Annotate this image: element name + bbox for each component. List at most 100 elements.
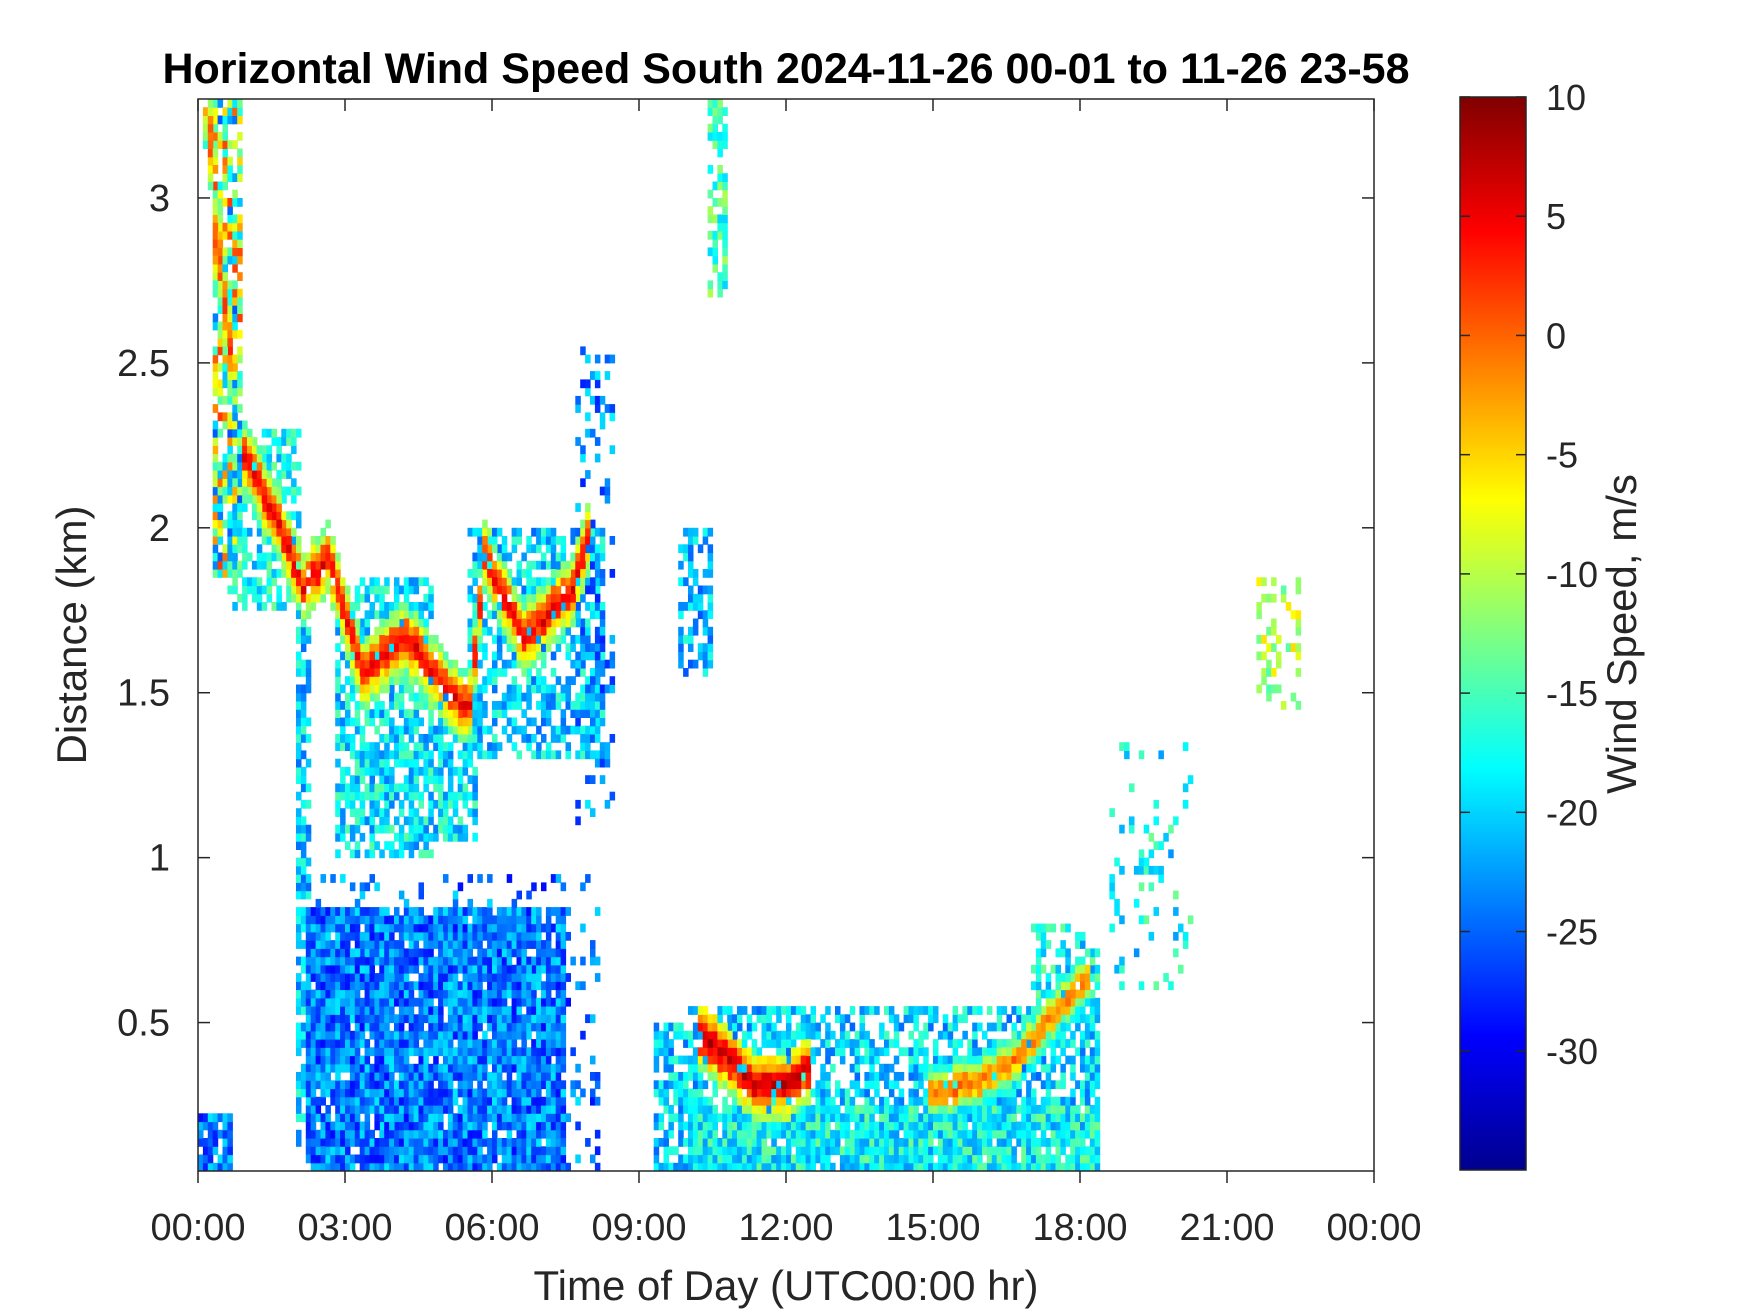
heatmap-cell: [330, 1030, 336, 1040]
heatmap-cell: [580, 643, 586, 652]
heatmap-cell: [472, 931, 478, 941]
heatmap-cell: [300, 915, 307, 925]
heatmap-cell: [1075, 1080, 1081, 1090]
heatmap-cell: [232, 255, 238, 265]
heatmap-cell: [217, 140, 224, 149]
heatmap-cell: [545, 997, 552, 1007]
heatmap-cell: [560, 997, 567, 1007]
heatmap-cell: [276, 511, 282, 521]
heatmap-cell: [413, 964, 420, 974]
heatmap-cell: [349, 1030, 356, 1040]
heatmap-cell: [531, 734, 537, 743]
heatmap-cell: [991, 1088, 998, 1098]
heatmap-cell: [609, 354, 616, 364]
heatmap-cell: [487, 1138, 493, 1147]
heatmap-cell: [477, 973, 483, 982]
heatmap-cell: [575, 577, 581, 587]
heatmap-cell: [585, 874, 591, 883]
heatmap-cell: [594, 569, 601, 578]
heatmap-cell: [335, 676, 341, 685]
heatmap-cell: [398, 948, 405, 958]
heatmap-cell: [903, 1154, 910, 1164]
heatmap-cell: [320, 981, 326, 991]
heatmap-cell: [423, 948, 429, 958]
heatmap-cell: [472, 626, 478, 636]
heatmap-cell: [516, 940, 522, 949]
heatmap-cell: [384, 989, 390, 999]
heatmap-cell: [408, 948, 415, 958]
heatmap-cell: [340, 816, 346, 826]
heatmap-cell: [1119, 742, 1125, 751]
heatmap-cell: [1021, 1105, 1027, 1114]
heatmap-cell: [389, 783, 395, 793]
heatmap-cell: [227, 379, 233, 389]
heatmap-cell: [599, 651, 606, 661]
heatmap-cell: [521, 923, 527, 933]
heatmap-cell: [232, 247, 238, 257]
heatmap-cell: [330, 1047, 336, 1057]
heatmap-cell: [349, 849, 356, 859]
heatmap-cell: [1006, 1138, 1012, 1147]
heatmap-cell: [545, 931, 552, 941]
heatmap-cell: [482, 569, 488, 578]
heatmap-cell: [340, 1047, 346, 1057]
heatmap-cell: [996, 1088, 1003, 1098]
heatmap-cell: [560, 973, 567, 982]
heatmap-cell: [521, 1121, 527, 1131]
heatmap-cell: [545, 1072, 552, 1081]
heatmap-cell: [423, 734, 429, 743]
heatmap-cell: [575, 1121, 581, 1131]
heatmap-cell: [379, 766, 385, 776]
heatmap-cell: [305, 1146, 312, 1156]
heatmap-cell: [305, 931, 312, 941]
heatmap-cell: [408, 1138, 415, 1147]
heatmap-cell: [418, 1022, 424, 1032]
heatmap-cell: [251, 511, 258, 521]
heatmap-cell: [354, 1113, 361, 1123]
heatmap-cell: [374, 577, 380, 587]
heatmap-cell: [942, 1055, 949, 1065]
heatmap-cell: [325, 923, 331, 933]
heatmap-cell: [541, 659, 547, 669]
heatmap-cell: [247, 552, 253, 562]
heatmap-cell: [692, 569, 699, 578]
heatmap-cell: [555, 734, 562, 743]
heatmap-cell: [389, 940, 395, 949]
heatmap-cell: [810, 1088, 816, 1098]
heatmap-cell: [330, 1096, 336, 1106]
heatmap-cell: [536, 907, 542, 916]
heatmap-cell: [565, 651, 571, 661]
heatmap-cell: [580, 626, 586, 636]
heatmap-cell: [1035, 1154, 1042, 1164]
heatmap-cell: [398, 725, 405, 735]
heatmap-cell: [717, 99, 723, 108]
heatmap-cell: [766, 1080, 772, 1090]
heatmap-cell: [296, 701, 302, 710]
heatmap-cell: [717, 280, 723, 290]
heatmap-cell: [893, 1080, 900, 1090]
heatmap-cell: [389, 1055, 395, 1065]
heatmap-cell: [389, 610, 395, 620]
heatmap-cell: [506, 569, 513, 578]
heatmap-cell: [354, 709, 361, 718]
heatmap-cell: [550, 651, 557, 661]
heatmap-cell: [937, 1129, 944, 1139]
heatmap-cell: [526, 635, 532, 644]
heatmap-cell: [1045, 940, 1052, 949]
heatmap-cell: [986, 1121, 993, 1131]
heatmap-cell: [766, 1022, 772, 1032]
heatmap-cell: [506, 552, 513, 562]
heatmap-cell: [937, 1162, 944, 1171]
heatmap-cell: [771, 1138, 777, 1147]
heatmap-cell: [345, 1063, 351, 1073]
heatmap-cell: [859, 1129, 865, 1139]
heatmap-cell: [349, 1088, 356, 1098]
heatmap-cell: [859, 1121, 865, 1131]
heatmap-cell: [541, 956, 547, 966]
heatmap-cell: [340, 997, 346, 1007]
heatmap-cell: [879, 1138, 885, 1147]
heatmap-cell: [467, 1072, 473, 1081]
heatmap-cell: [1153, 907, 1159, 916]
heatmap-cell: [756, 1129, 763, 1139]
heatmap-cell: [658, 1138, 665, 1147]
